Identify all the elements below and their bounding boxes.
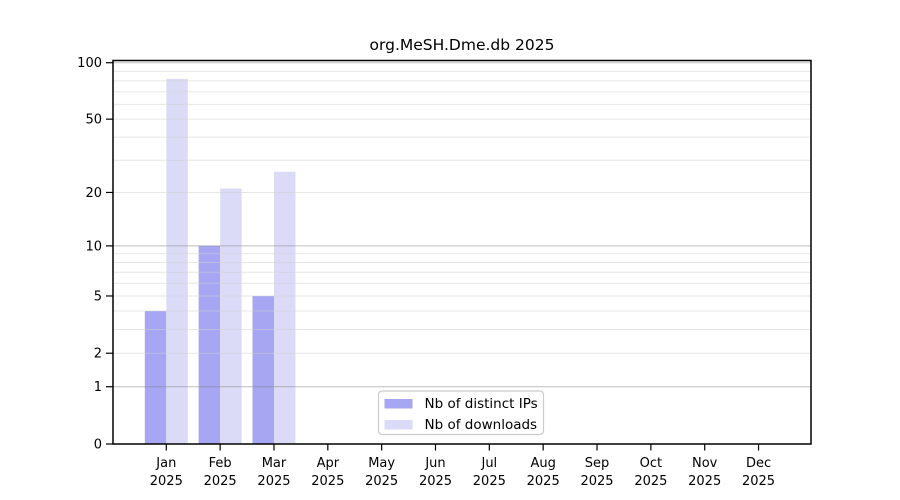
- y-tick-label-50: 50: [85, 113, 102, 128]
- x-tick-label-year-mar: 2025: [257, 474, 290, 489]
- x-tick-label-month-jul: Jul: [480, 456, 497, 471]
- legend-box: [377, 390, 545, 436]
- x-tick-label-month-sep: Sep: [585, 456, 610, 471]
- x-tick-label-year-dec: 2025: [742, 474, 775, 489]
- bars-group: [144, 78, 296, 444]
- y-tick-label-2: 2: [94, 347, 102, 362]
- x-tick-label-year-jul: 2025: [473, 474, 506, 489]
- x-tick-label-month-dec: Dec: [746, 456, 771, 471]
- legend-swatch-nb-of-distinct-ips: [384, 399, 413, 409]
- x-tick-label-year-nov: 2025: [688, 474, 721, 489]
- x-tick-label-year-sep: 2025: [580, 474, 613, 489]
- x-tick-label-year-may: 2025: [365, 474, 398, 489]
- legend-label-nb-of-distinct-ips: Nb of distinct IPs: [425, 396, 538, 412]
- x-tick-label-year-oct: 2025: [634, 474, 667, 489]
- bar-nb-of-distinct-ips-feb: [198, 245, 221, 444]
- x-tick-label-year-jun: 2025: [419, 474, 452, 489]
- x-tick-label-month-may: May: [368, 456, 395, 471]
- legend-label-nb-of-downloads: Nb of downloads: [425, 417, 538, 433]
- x-tick-label-month-apr: Apr: [317, 456, 340, 471]
- x-tick-label-month-aug: Aug: [530, 456, 555, 471]
- chart-title: org.MeSH.Dme.db 2025: [369, 36, 555, 54]
- bar-nb-of-downloads-jan: [166, 78, 188, 444]
- legend-swatch-nb-of-downloads: [384, 420, 413, 430]
- x-tick-label-year-aug: 2025: [527, 474, 560, 489]
- legend: Nb of distinct IPs Nb of downloads: [377, 390, 545, 436]
- x-tick-label-year-apr: 2025: [311, 474, 344, 489]
- x-tick-label-month-feb: Feb: [209, 456, 232, 471]
- y-axis: 0 1 2 5 10 20 50 100: [77, 56, 113, 453]
- x-tick-label-year-feb: 2025: [204, 474, 237, 489]
- y-tick-label-0: 0: [94, 438, 102, 453]
- y-tick-label-5: 5: [94, 289, 102, 304]
- bar-nb-of-distinct-ips-jan: [144, 311, 167, 444]
- x-tick-label-month-nov: Nov: [692, 456, 718, 471]
- y-tick-label-10: 10: [85, 239, 102, 254]
- x-axis: Jan 2025 Feb 2025 Mar 2025 Apr 2025 May 2025 Jun 20…: [150, 444, 775, 489]
- bar-nb-of-downloads-mar: [273, 171, 296, 444]
- x-tick-label-month-jan: Jan: [155, 456, 176, 471]
- x-tick-label-month-mar: Mar: [262, 456, 287, 471]
- gridlines-group: [113, 62, 811, 388]
- bar-nb-of-downloads-feb: [220, 188, 242, 444]
- y-tick-label-20: 20: [85, 186, 102, 201]
- y-tick-label-100: 100: [77, 56, 102, 71]
- y-tick-label-1: 1: [94, 380, 102, 395]
- x-tick-label-year-jan: 2025: [150, 474, 183, 489]
- plot-frame: [112, 59, 812, 445]
- bar-nb-of-distinct-ips-mar: [252, 295, 274, 444]
- x-tick-label-month-jun: Jun: [424, 456, 445, 471]
- x-tick-label-month-oct: Oct: [640, 456, 662, 471]
